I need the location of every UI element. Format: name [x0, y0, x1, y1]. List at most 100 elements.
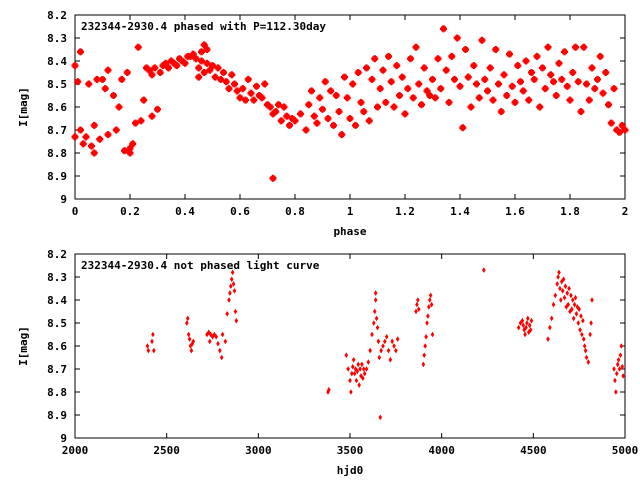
axis-ticks: 2000 2500 3000 3500 4000 4500 5000 8.2 8.3 8.4 8.5…	[47, 248, 638, 457]
data-point	[379, 66, 387, 74]
data-point	[185, 315, 190, 322]
data-point	[546, 336, 550, 342]
data-point	[536, 103, 544, 111]
data-point	[459, 124, 467, 132]
data-point	[272, 108, 280, 116]
data-point	[195, 73, 203, 81]
data-point	[569, 292, 573, 299]
x-tick-label: 0.6	[230, 205, 250, 218]
data-point	[594, 75, 601, 83]
unphased-light-curve-panel: 232344-2930.4 not phased light curve hjd…	[17, 248, 638, 477]
data-point	[90, 121, 98, 129]
data-point	[539, 64, 546, 72]
data-point	[423, 343, 427, 349]
data-point	[352, 121, 359, 129]
data-point	[145, 66, 153, 74]
data-point	[233, 87, 241, 95]
data-point	[579, 313, 583, 319]
data-point	[258, 94, 266, 102]
data-point	[88, 142, 95, 150]
data-point	[154, 105, 161, 113]
y-tick-label: 8.2	[47, 9, 67, 22]
x-tick-label: 1	[347, 205, 354, 218]
data-point	[566, 301, 570, 308]
data-point	[366, 359, 371, 365]
data-point	[253, 82, 260, 90]
data-point	[156, 69, 164, 76]
data-point	[586, 359, 591, 365]
y-tick-label: 8.9	[47, 409, 67, 422]
data-point	[206, 66, 214, 74]
data-point	[489, 96, 497, 104]
data-point	[216, 340, 220, 347]
data-point	[572, 301, 577, 308]
data-point	[585, 96, 593, 104]
data-point	[341, 73, 348, 81]
data-point	[588, 331, 592, 338]
data-point	[357, 98, 365, 106]
data-point	[110, 92, 117, 99]
x-axis-label: hjd0	[337, 464, 364, 477]
data-point	[77, 126, 84, 134]
data-point	[583, 80, 590, 88]
data-point	[198, 48, 205, 56]
data-point	[613, 377, 617, 384]
data-point	[233, 308, 238, 315]
data-point	[617, 366, 622, 372]
data-point	[530, 75, 538, 83]
data-point	[484, 87, 491, 95]
data-point	[529, 317, 534, 324]
data-point	[96, 135, 104, 143]
data-point	[416, 297, 420, 303]
data-point	[228, 71, 236, 79]
data-point	[104, 66, 112, 74]
data-point	[574, 311, 579, 317]
data-point	[503, 92, 511, 99]
data-point	[230, 269, 235, 276]
data-point	[372, 320, 376, 326]
data-point	[401, 110, 409, 118]
x-tick-label: 3000	[245, 444, 272, 457]
data-point	[596, 52, 604, 60]
data-point	[511, 98, 519, 106]
data-point	[297, 110, 304, 118]
y-tick-label: 9	[60, 193, 67, 206]
data-point	[190, 340, 195, 347]
data-point	[614, 389, 618, 395]
x-tick-label: 0.2	[120, 205, 140, 218]
x-tick-label: 0.8	[285, 205, 305, 218]
data-point	[390, 338, 394, 345]
data-point	[346, 366, 350, 372]
y-tick-label: 8.4	[47, 294, 67, 307]
data-point	[615, 361, 620, 368]
data-point	[269, 174, 277, 182]
data-point	[348, 377, 352, 384]
x-tick-label: 4500	[520, 444, 547, 457]
data-point	[495, 80, 502, 88]
data-point	[319, 105, 326, 113]
data-point	[552, 92, 560, 99]
x-tick-label: 0.4	[175, 205, 195, 218]
data-point	[115, 103, 123, 111]
data-point	[236, 94, 244, 102]
data-point	[316, 94, 324, 102]
x-tick-label: 2	[622, 205, 629, 218]
data-point	[275, 101, 282, 109]
data-point	[313, 119, 321, 127]
data-point	[613, 126, 621, 134]
data-point	[377, 354, 382, 361]
data-point	[580, 43, 588, 51]
data-point	[372, 308, 377, 315]
data-point	[607, 119, 615, 127]
data-point	[207, 338, 212, 345]
data-point	[482, 267, 486, 273]
x-tick-label: 1.4	[450, 205, 470, 218]
data-point	[360, 108, 368, 116]
data-point	[541, 85, 549, 93]
data-point	[445, 98, 453, 106]
data-point	[519, 87, 527, 95]
data-point	[412, 43, 420, 51]
data-point	[562, 294, 567, 301]
x-tick-label: 3500	[337, 444, 364, 457]
data-point	[79, 140, 87, 148]
